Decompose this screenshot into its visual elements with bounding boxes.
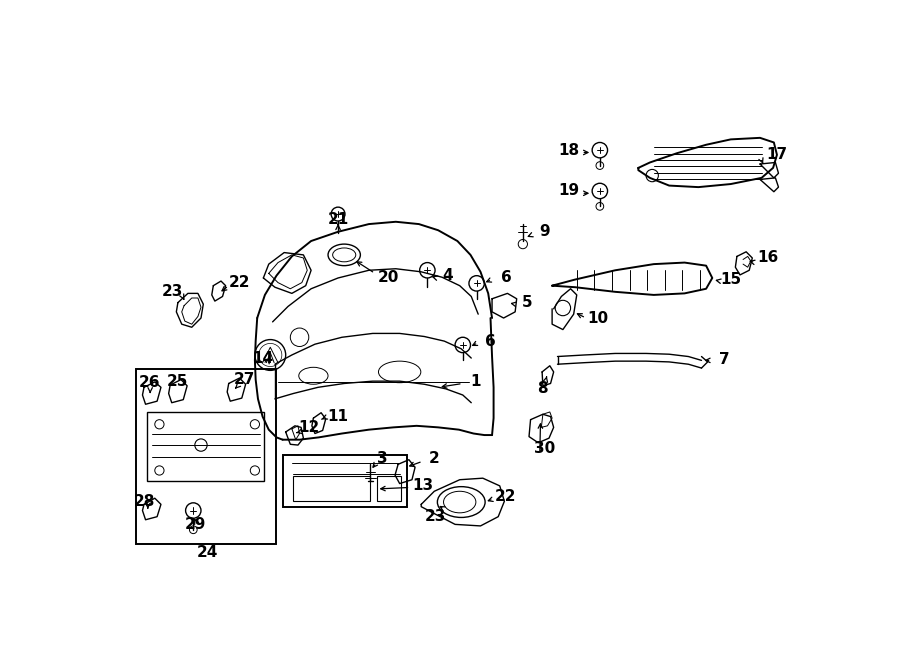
Text: 30: 30 <box>534 442 555 456</box>
Text: 14: 14 <box>252 350 274 366</box>
Text: 8: 8 <box>537 381 548 397</box>
Circle shape <box>518 239 527 249</box>
Text: 4: 4 <box>442 268 453 283</box>
Circle shape <box>469 276 484 291</box>
Circle shape <box>419 262 435 278</box>
Text: 12: 12 <box>298 420 320 435</box>
Text: 19: 19 <box>559 184 580 198</box>
Circle shape <box>185 503 201 518</box>
Text: 29: 29 <box>184 517 206 532</box>
Text: 9: 9 <box>539 224 550 239</box>
Text: 17: 17 <box>767 147 788 163</box>
Text: 16: 16 <box>757 251 778 266</box>
Text: 11: 11 <box>328 409 348 424</box>
Circle shape <box>596 202 604 210</box>
Circle shape <box>596 162 604 169</box>
Text: 24: 24 <box>196 545 218 560</box>
Text: 6: 6 <box>500 270 511 286</box>
Circle shape <box>455 337 471 353</box>
Circle shape <box>592 183 608 199</box>
Text: 2: 2 <box>429 451 440 465</box>
Text: 25: 25 <box>167 373 189 389</box>
Text: 1: 1 <box>470 374 481 389</box>
Text: 23: 23 <box>425 509 446 524</box>
Text: 3: 3 <box>377 451 388 465</box>
Circle shape <box>555 300 571 316</box>
Circle shape <box>592 143 608 158</box>
Text: 18: 18 <box>559 143 580 158</box>
Text: 6: 6 <box>485 334 496 348</box>
Text: 7: 7 <box>719 352 730 367</box>
Text: 13: 13 <box>412 479 433 493</box>
Text: 23: 23 <box>162 284 184 299</box>
Text: 15: 15 <box>720 272 742 287</box>
Text: 22: 22 <box>495 489 517 504</box>
Text: 22: 22 <box>229 275 250 290</box>
Text: 27: 27 <box>233 372 255 387</box>
Text: 10: 10 <box>588 311 609 325</box>
Text: 26: 26 <box>139 375 160 390</box>
Circle shape <box>331 207 345 221</box>
Text: 21: 21 <box>328 212 348 227</box>
Text: 20: 20 <box>377 270 399 286</box>
Text: 5: 5 <box>522 295 533 310</box>
Circle shape <box>189 526 197 533</box>
Text: 28: 28 <box>133 494 155 509</box>
